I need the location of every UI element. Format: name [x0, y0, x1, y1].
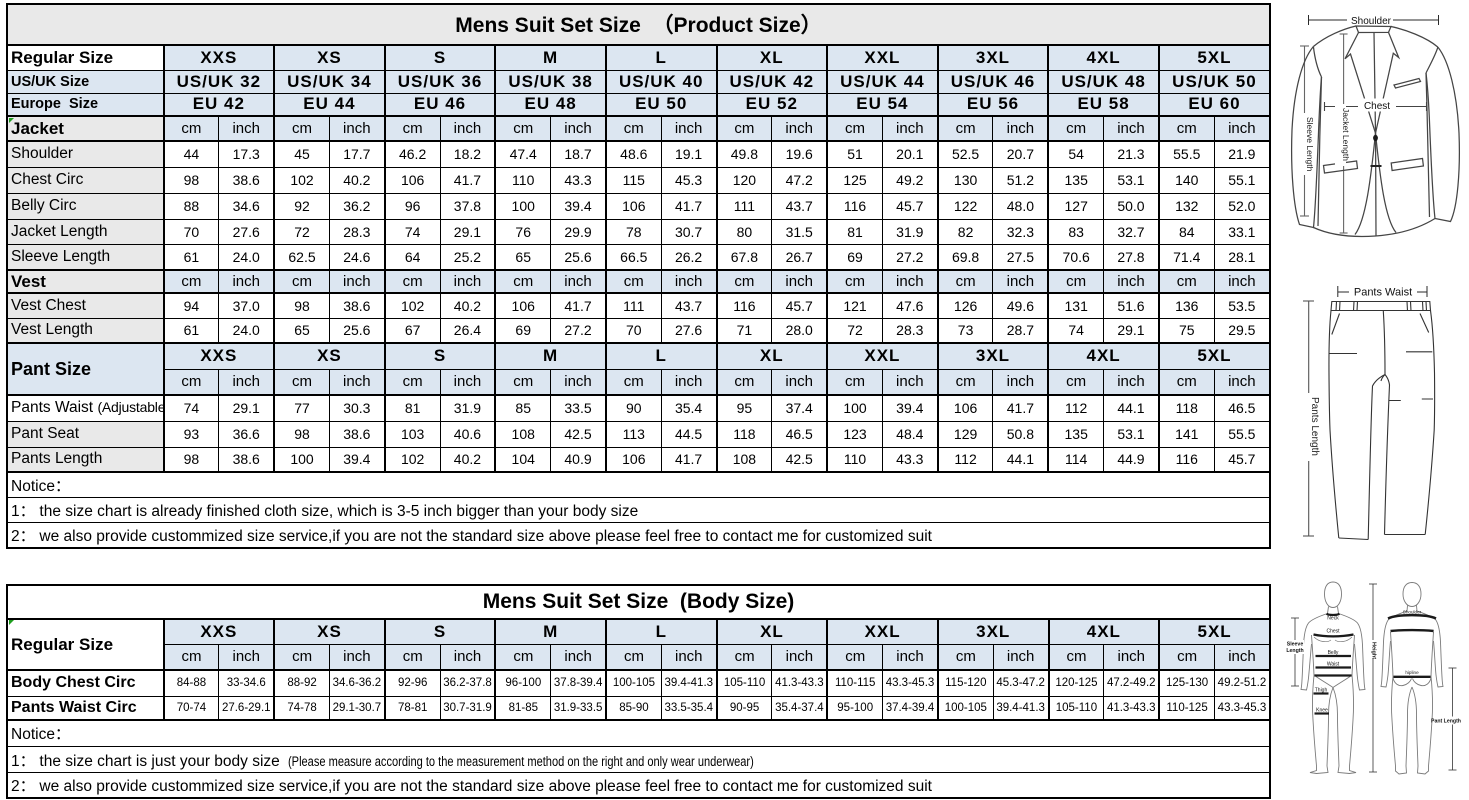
svg-text:Belly: Belly — [1328, 650, 1339, 656]
svg-text:Sleeve: Sleeve — [1287, 642, 1304, 648]
svg-text:Pants Length: Pants Length — [1309, 397, 1320, 456]
svg-text:Pants Waist: Pants Waist — [1354, 287, 1412, 299]
svg-text:Chest: Chest — [1364, 101, 1390, 112]
svg-text:hipline: hipline — [1405, 670, 1419, 675]
svg-text:Neck: Neck — [1327, 616, 1339, 622]
svg-text:Shoulder: Shoulder — [1403, 610, 1422, 615]
svg-text:Jacket Length: Jacket Length — [1341, 108, 1351, 161]
svg-text:Shoulder: Shoulder — [1351, 16, 1392, 27]
svg-text:Height: Height — [1371, 642, 1377, 659]
svg-text:Knee: Knee — [1316, 708, 1328, 714]
svg-text:Chest: Chest — [1326, 629, 1340, 635]
svg-text:Length: Length — [1286, 648, 1303, 654]
svg-text:Sleeve Length: Sleeve Length — [1305, 117, 1315, 172]
svg-text:Thigh: Thigh — [1315, 688, 1328, 694]
svg-text:Pant Length: Pant Length — [1431, 719, 1461, 725]
svg-text:Waist: Waist — [1327, 662, 1340, 668]
